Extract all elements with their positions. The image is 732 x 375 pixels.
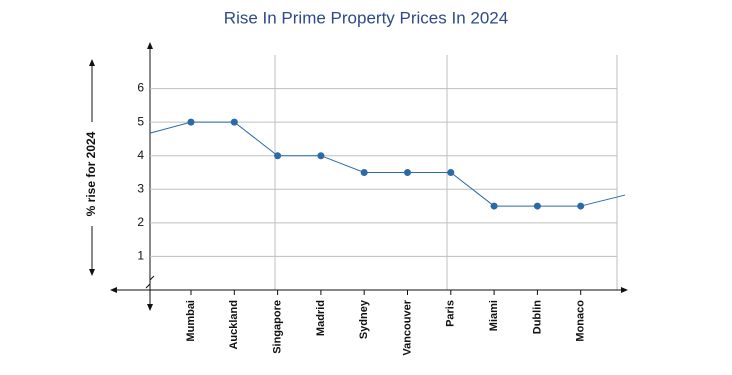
axis-break xyxy=(145,275,155,289)
y-tick-label: 3 xyxy=(137,181,144,195)
y-tick-label: 4 xyxy=(137,148,144,162)
x-tick-label: Madrid xyxy=(315,300,327,336)
x-tick-label: Auckland xyxy=(228,300,240,350)
x-tick-label: Singapore xyxy=(272,300,284,354)
x-tick-label: Mumbai xyxy=(185,300,197,342)
y-tick-label: 6 xyxy=(137,81,144,95)
point xyxy=(274,152,282,160)
point xyxy=(577,202,585,210)
y-tick-label: 5 xyxy=(137,114,144,128)
x-tick-label: Vancouver xyxy=(401,299,413,355)
point xyxy=(490,202,498,210)
point xyxy=(404,169,411,176)
chart-title: Rise In Prime Property Prices In 2024 xyxy=(224,8,508,27)
point xyxy=(447,169,455,176)
x-tick-label: Monaco xyxy=(575,300,587,342)
point xyxy=(187,118,195,126)
line-lead xyxy=(580,194,626,207)
x-tick-label: Paris xyxy=(445,300,457,327)
line-lead xyxy=(149,121,192,134)
y-axis-label: % rise for 2024 xyxy=(84,131,98,216)
point xyxy=(533,202,541,210)
point xyxy=(230,118,238,126)
x-tick-label: Miami xyxy=(488,300,500,331)
x-tick-label: Dublin xyxy=(531,300,543,334)
x-tick-label: Sydney xyxy=(358,299,370,339)
y-label-group: % rise for 2024 xyxy=(84,59,98,276)
y-tick-label: 2 xyxy=(137,215,144,229)
point xyxy=(317,152,325,160)
y-tick-label: 1 xyxy=(137,249,144,263)
line xyxy=(191,121,581,207)
point xyxy=(360,169,368,176)
